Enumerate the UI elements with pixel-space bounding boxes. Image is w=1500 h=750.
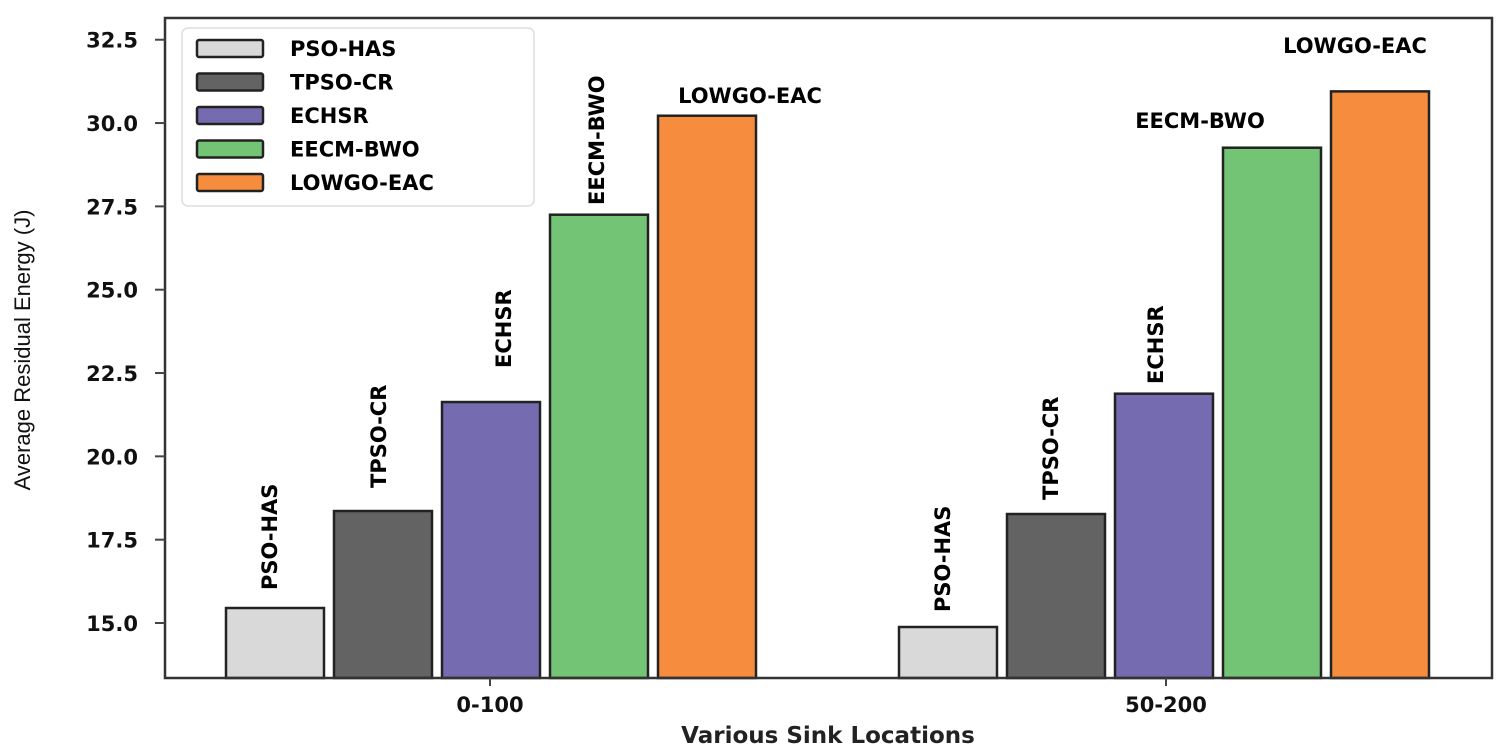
legend-label: EECM-BWO bbox=[290, 138, 420, 162]
y-tick-label: 27.5 bbox=[86, 195, 138, 219]
legend-swatch-eecm-bwo bbox=[195, 139, 265, 159]
legend: PSO-HAS TPSO-CR ECHSR EECM-BWO LOWGO-EAC bbox=[181, 27, 535, 207]
legend-swatch-pso-has bbox=[195, 38, 265, 59]
bar-labels-layer: PSO-HAS TPSO-CR ECHSR EECM-BWO LOWGO-EAC PSO-… bbox=[258, 12, 1427, 612]
legend-swatch-echsr bbox=[195, 105, 265, 126]
y-tick-label: 17.5 bbox=[86, 529, 138, 553]
bar-tpso-cr-0-100 bbox=[332, 509, 434, 680]
bar-eecm-bwo-50-200 bbox=[1221, 146, 1323, 680]
y-axis-title: Average Residual Energy (J) bbox=[10, 210, 35, 491]
y-tick-label: 32.5 bbox=[86, 29, 138, 53]
plot-area-frame bbox=[163, 16, 1494, 680]
x-tick-label: 50-200 bbox=[1125, 693, 1207, 717]
legend-label: ECHSR bbox=[290, 104, 369, 128]
x-axis-title: Various Sink Locations bbox=[681, 723, 975, 749]
bar-echsr-0-100 bbox=[440, 400, 542, 680]
legend-label: PSO-HAS bbox=[290, 37, 396, 61]
bar-pso-has-0-100 bbox=[224, 606, 326, 680]
x-tick-label: 0-100 bbox=[456, 693, 523, 717]
bar-value-label: ECHSR bbox=[1144, 305, 1168, 384]
legend-label: LOWGO-EAC bbox=[290, 171, 434, 195]
y-tick-label: 25.0 bbox=[86, 279, 138, 303]
legend-swatch-lowgo-eac bbox=[195, 172, 265, 193]
bar-value-label: PSO-HAS bbox=[931, 506, 955, 612]
y-tick-label: 15.0 bbox=[86, 612, 138, 636]
y-tick-label: 20.0 bbox=[86, 445, 138, 469]
bar-value-label: PSO-HAS bbox=[258, 484, 282, 590]
y-tick-label: 30.0 bbox=[86, 112, 138, 136]
bar-value-label: LOWGO-EAC bbox=[678, 84, 822, 108]
x-axis-ticks: 0-100 50-200 bbox=[456, 678, 1207, 717]
legend-swatch-tpso-cr bbox=[195, 72, 265, 92]
bar-pso-has-50-200 bbox=[897, 625, 999, 680]
legend-label: TPSO-CR bbox=[290, 71, 393, 95]
y-tick-label: 22.5 bbox=[86, 362, 138, 386]
bar-value-label: ECHSR bbox=[492, 289, 516, 368]
bar-value-label: EECM-BWO bbox=[1135, 109, 1265, 133]
bar-echsr-50-200 bbox=[1113, 392, 1215, 680]
y-axis-ticks: 15.0 17.5 20.0 22.5 25.0 27.5 30.0 32.5 bbox=[86, 29, 165, 636]
bar-value-label: TPSO-CR bbox=[367, 385, 391, 488]
bar-lowgo-eac-50-200 bbox=[1329, 90, 1431, 680]
legend-frame bbox=[181, 27, 535, 207]
bar-value-label: TPSO-CR bbox=[1039, 397, 1063, 500]
bars-layer bbox=[224, 90, 1431, 680]
bar-value-label: LOWGO-EAC bbox=[1283, 34, 1427, 58]
bar-eecm-bwo-0-100 bbox=[548, 213, 650, 680]
bar-lowgo-eac-0-100 bbox=[656, 114, 758, 680]
bar-tpso-cr-50-200 bbox=[1005, 512, 1107, 680]
bar-value-label: EECM-BWO bbox=[585, 75, 609, 205]
